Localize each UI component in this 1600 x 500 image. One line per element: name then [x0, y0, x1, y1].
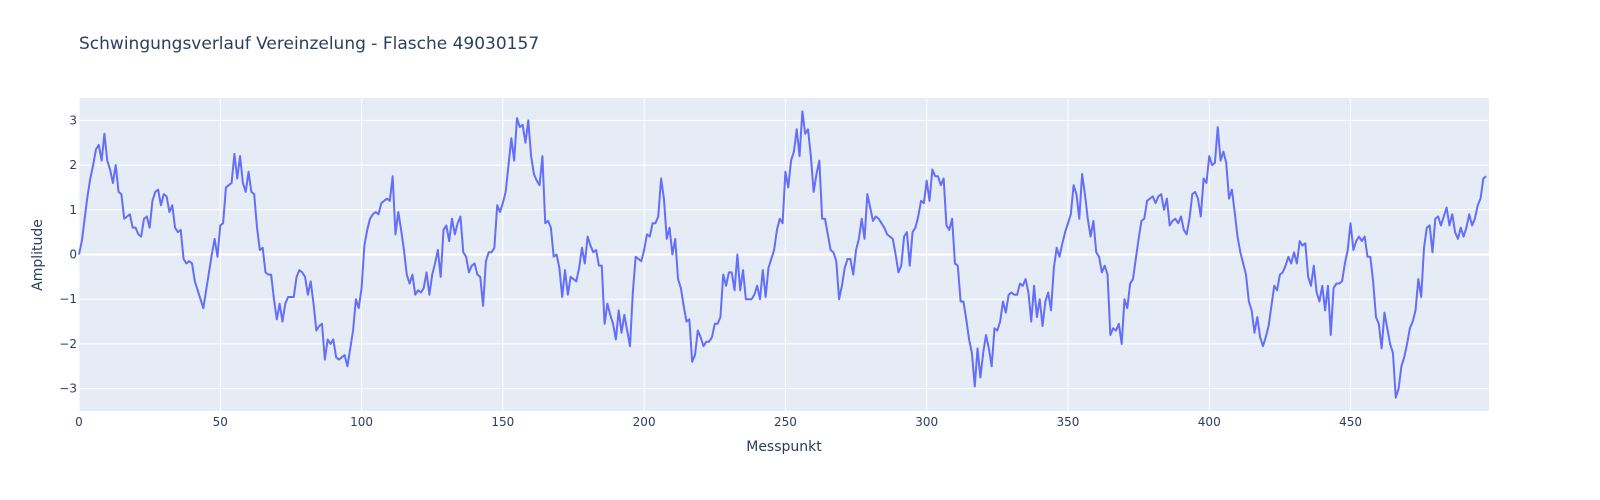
y-tick-label: −3 — [59, 382, 77, 396]
x-tick-label: 150 — [491, 415, 514, 429]
series-line — [78, 110, 1487, 399]
x-tick-label: 100 — [350, 415, 373, 429]
x-tick-label: 0 — [75, 415, 83, 429]
y-tick-label: 2 — [69, 158, 77, 172]
x-tick-label: 250 — [774, 415, 797, 429]
y-tick-label: 0 — [69, 248, 77, 262]
y-axis-title: Amplitude — [30, 219, 46, 291]
y-tick-label: −2 — [59, 337, 77, 351]
x-tick-label: 200 — [633, 415, 656, 429]
series-layer — [78, 110, 1487, 399]
x-tick-label: 400 — [1198, 415, 1221, 429]
tick-labels: 0 50 100 150 200 250 300 350 400 450 −3 −2 −1 0 1 2 3 — [59, 113, 1362, 429]
x-tick-label: 50 — [213, 415, 228, 429]
y-tick-label: 1 — [69, 203, 77, 217]
y-tick-label: −1 — [59, 292, 77, 306]
x-tick-label: 350 — [1057, 415, 1080, 429]
x-axis-title: Messpunkt — [746, 439, 822, 455]
x-tick-label: 300 — [915, 415, 938, 429]
x-tick-label: 450 — [1339, 415, 1362, 429]
grid-lines — [78, 98, 1489, 411]
chart-title: Schwingungsverlauf Vereinzelung - Flasch… — [79, 34, 539, 54]
y-tick-label: 3 — [69, 113, 77, 127]
